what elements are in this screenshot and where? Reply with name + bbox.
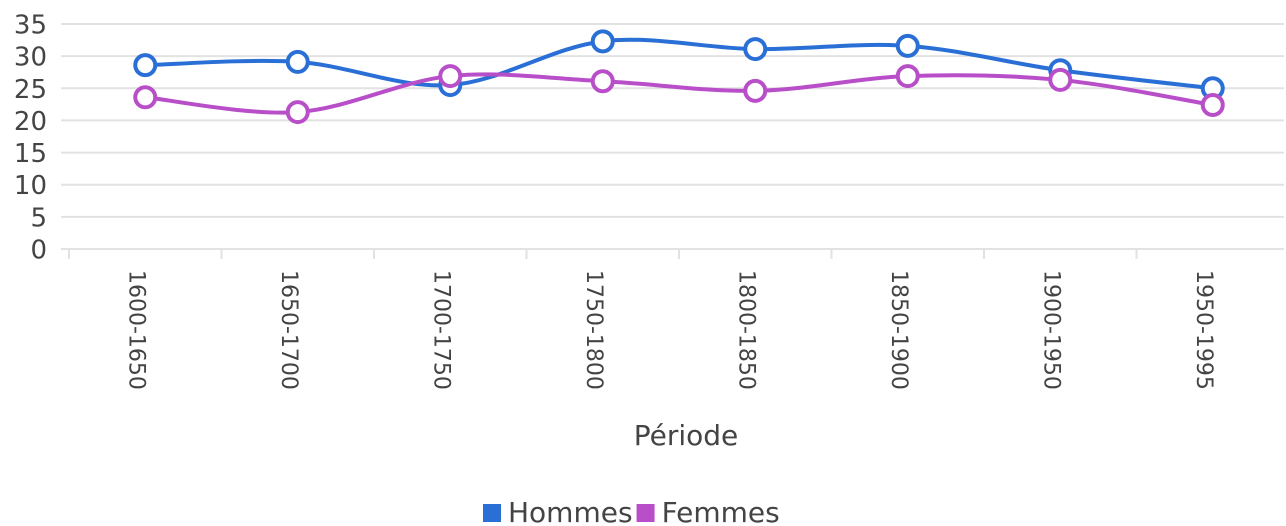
legend-swatch (483, 504, 501, 522)
legend-swatch (636, 504, 655, 522)
y-tick-label: 15 (14, 139, 47, 169)
y-tick-label: 20 (14, 107, 47, 137)
x-tick-label: 1600-1650 (123, 270, 148, 390)
point (743, 37, 768, 62)
y-tick-label: 0 (30, 236, 47, 266)
x-tick-label: 1900-1950 (1038, 270, 1063, 390)
x-tick-label: 1800-1850 (733, 270, 758, 390)
point (285, 49, 310, 74)
x-tick-label: 1750-1800 (581, 270, 606, 390)
point (438, 64, 463, 89)
point (895, 64, 920, 89)
point (743, 78, 768, 103)
point (1048, 67, 1073, 92)
legend-label: Femmes (662, 496, 780, 526)
y-tick-label: 30 (14, 43, 47, 73)
x-axis-title: Période (634, 419, 739, 452)
series-line (145, 37, 1213, 91)
x-tick-label: 1950-1995 (1191, 270, 1216, 390)
point (1200, 93, 1225, 117)
y-tick-label: 5 (30, 203, 47, 233)
x-tick-label: 1850-1900 (886, 270, 911, 390)
series-line (145, 72, 1214, 115)
legend-label: Hommes (508, 496, 633, 526)
y-tick-label: 10 (14, 171, 47, 201)
x-tick-label: 1700-1750 (428, 270, 453, 390)
point (285, 100, 310, 125)
point (590, 69, 615, 94)
point (133, 53, 158, 78)
point (590, 29, 615, 54)
point (133, 85, 158, 110)
y-tick-label: 35 (14, 11, 47, 41)
x-tick-label: 1650-1700 (276, 270, 301, 390)
y-tick-label: 25 (14, 75, 47, 105)
point (895, 33, 920, 58)
